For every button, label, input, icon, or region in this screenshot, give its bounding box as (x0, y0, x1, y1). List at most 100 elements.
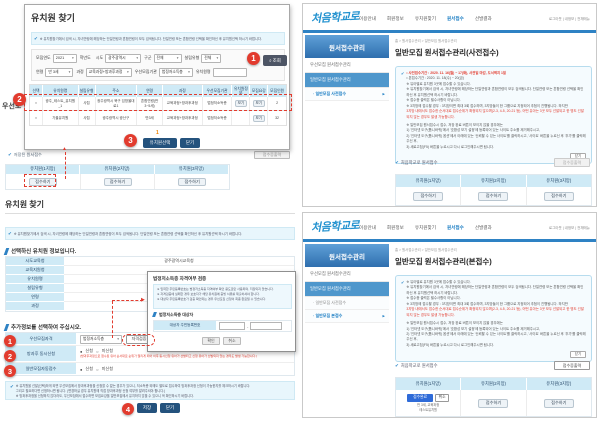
filter-gugun-select[interactable]: 전체 ▾ (153, 53, 182, 63)
qualification-select[interactable]: 법정저소득층 ▾ (80, 334, 122, 344)
step-badge-2: 2 (13, 93, 26, 106)
cell-name: 광주_테스트_유치원_1 (43, 97, 79, 110)
chevron-down-icon: ▾ (216, 56, 219, 60)
popup-cancel-button[interactable]: 취소 (223, 337, 241, 345)
step-badge-4: 4 (122, 403, 134, 415)
filter-priority-select[interactable]: 법정저소득층 ▾ (158, 67, 193, 77)
filter-name-input[interactable] (212, 67, 247, 77)
sidebar-sub-pre[interactable]: · 일반모집 사전접수 ▶ (305, 88, 389, 101)
nav-guide[interactable]: 이용안내 (359, 16, 376, 21)
radio-off-icon[interactable]: ○ (96, 366, 99, 372)
info-label: 설립유형 (6, 284, 64, 293)
nav-result[interactable]: 선발결과 (474, 16, 492, 21)
radio-no-label[interactable]: 미신청 (101, 366, 114, 371)
view-notice-button[interactable]: 보기 (252, 114, 265, 122)
pagination-current[interactable]: 1 (156, 130, 159, 136)
popup-section-heading: 법정저소득층 대상자 (152, 312, 193, 318)
save-button[interactable]: 저장 (137, 403, 157, 413)
close-button[interactable]: 닫기 (160, 403, 180, 413)
check-icon: ✔ (8, 152, 12, 157)
apply-button-1[interactable]: 접수하기 (413, 191, 444, 201)
filter-type-select[interactable]: 전체 ▾ (201, 53, 222, 63)
print-receipt-button[interactable]: 접수증출력 (554, 158, 590, 167)
check-icon: ✔ (395, 160, 399, 165)
cancel-button[interactable]: 취소 (435, 393, 450, 402)
nav-application[interactable]: 원서접수 (446, 225, 464, 230)
utility-links[interactable]: 로그아웃 | 내정보 | 전체메뉴 (548, 17, 590, 21)
nav-application[interactable]: 원서접수 (446, 16, 464, 21)
print-receipt-button[interactable]: 접수증출력 (554, 361, 590, 370)
view-notice-button[interactable]: 보기 (252, 100, 265, 107)
apply-button-1[interactable]: 접수하기 (28, 177, 57, 186)
radio-off-icon[interactable]: ○ (96, 348, 99, 354)
utility-links[interactable]: 로그아웃 | 내정보 | 전체메뉴 (548, 226, 590, 230)
rrn-input-back[interactable] (250, 322, 283, 330)
nav-guide[interactable]: 이용안내 (359, 225, 376, 230)
page-title: 일반모집 원서접수관리(본접수) (395, 257, 492, 266)
application-checkbox-label: 처음학교로 원서접수 (400, 160, 438, 165)
print-receipt-button[interactable]: 접수증출력 (254, 151, 290, 159)
filter-year-suffix: 학년도 (79, 55, 91, 60)
chevron-down-icon: ▾ (188, 70, 190, 74)
step-badge-3: 3 (124, 134, 137, 147)
apply-button-2[interactable]: 접수하기 (478, 398, 509, 408)
dialog-title: 유치원 찾기 (31, 13, 75, 23)
cell-type: 사립 (79, 111, 96, 125)
filter-course-select[interactable]: 교육과정+방과후과정 ▾ (85, 67, 132, 77)
search-button[interactable]: ⌕ 조회 (263, 55, 287, 66)
info-label: 연령 (6, 293, 64, 302)
radio-icon[interactable]: ○ (34, 114, 38, 120)
radio-no-label[interactable]: 미신청 (101, 348, 114, 353)
check-icon: ✔ (395, 363, 399, 368)
nav-member[interactable]: 회원정보 (386, 16, 404, 21)
popup-title: 법정저소득층 자격여부 검증 (153, 276, 207, 281)
popup-confirm-button[interactable]: 확인 (202, 337, 220, 345)
site-logo[interactable]: 처음학교로 (310, 10, 360, 26)
notice-close-button[interactable]: 닫기 (570, 351, 586, 359)
info-heading: 선택하신 유치원 정보입니다. (3, 247, 76, 256)
choice-col-1: 유치원(1지망) (396, 378, 462, 390)
th-info: 유치원정보 (232, 85, 251, 97)
rrn-input-front[interactable] (219, 322, 245, 330)
nav-find[interactable]: 유치원찾기 (414, 225, 436, 230)
dialog-notice: ✔ ※ 유치원찾기에서 검색 시, 자녀연령에 해당하는 단일연령과 혼합연령이… (31, 32, 285, 45)
sidebar-item-general[interactable]: 일반모집 원서접수관리 (305, 282, 389, 297)
filter-age-label: 연령 (36, 69, 44, 74)
popup-notice-line: ※ 입력한 주민등록번호는 법정저소득층 자격여부 확인 용도로만 사용되며, … (157, 287, 274, 291)
radio-on-icon[interactable]: ● (80, 366, 83, 372)
sidebar-item-general[interactable]: 일반모집 원서접수관리 (305, 73, 389, 88)
arrow-right-icon: ▶ (141, 297, 145, 303)
sidebar-item-priority[interactable]: 우선모집 원서접수관리 (305, 267, 389, 282)
cell-course: 교육과정+방과후과정 (163, 97, 203, 110)
bottom-notice-line: 그리고 필요하다면 신청하시면 됩니다. (변경하실 경우 유치원에 직접 방과… (15, 389, 166, 394)
radio-apply-label[interactable]: 신청 (85, 366, 94, 371)
filter-year-select[interactable]: 2021 ▾ (52, 53, 77, 63)
filter-age-select[interactable]: 만 3세 ▾ (45, 67, 74, 77)
nav-result[interactable]: 선발결과 (474, 225, 492, 230)
saved-application-row: ✔ 저장된 원서접수 (6, 152, 42, 158)
apply-button-3[interactable]: 접수하기 (543, 398, 574, 408)
radio-apply-label[interactable]: 신청 (85, 348, 94, 353)
radio-on-icon[interactable]: ● (80, 348, 83, 354)
view-info-button[interactable]: 보기 (234, 100, 247, 107)
sidebar: 원서접수관리 우선모집 원서접수관리 일반모집 원서접수관리 · 일반모집 사전… (305, 35, 389, 101)
nav-find[interactable]: 유치원찾기 (414, 16, 436, 21)
popup-notice: ※ 입력한 주민등록번호는 법정저소득층 자격여부 확인 용도로만 사용되며, … (153, 284, 292, 309)
apply-button-3[interactable]: 접수하기 (543, 191, 574, 201)
nav-member[interactable]: 회원정보 (386, 225, 404, 230)
application-done-button[interactable]: 접수완료 (407, 393, 434, 402)
sidebar-sub-main[interactable]: · 일반모집 본접수 ▶ (305, 310, 389, 323)
site-logo[interactable]: 처음학교로 (310, 219, 360, 235)
verification-popup: 법정저소득층 자격여부 검증 ※ 입력한 주민등록번호는 법정저소득층 자격여부… (147, 271, 296, 352)
sidebar-sub-pre[interactable]: · 일반모집 사전접수 (305, 297, 389, 310)
th-priority: 우선모집기관 (203, 85, 233, 97)
dialog-close-button[interactable]: 닫기 (180, 138, 200, 148)
apply-button-2[interactable]: 접수하기 (478, 191, 509, 201)
select-kindergarten-button[interactable]: 유치원선택 (143, 138, 177, 148)
sidebar-item-priority[interactable]: 우선모집 원서접수관리 (305, 58, 389, 73)
radio-icon[interactable]: ○ (34, 100, 38, 106)
filter-sido-select[interactable]: 광주광역시 ▾ (105, 53, 142, 63)
apply-button-3[interactable]: 접수하기 (178, 177, 207, 186)
apply-button-2[interactable]: 접수하기 (103, 177, 132, 186)
search-icon: ⌕ (269, 58, 272, 63)
